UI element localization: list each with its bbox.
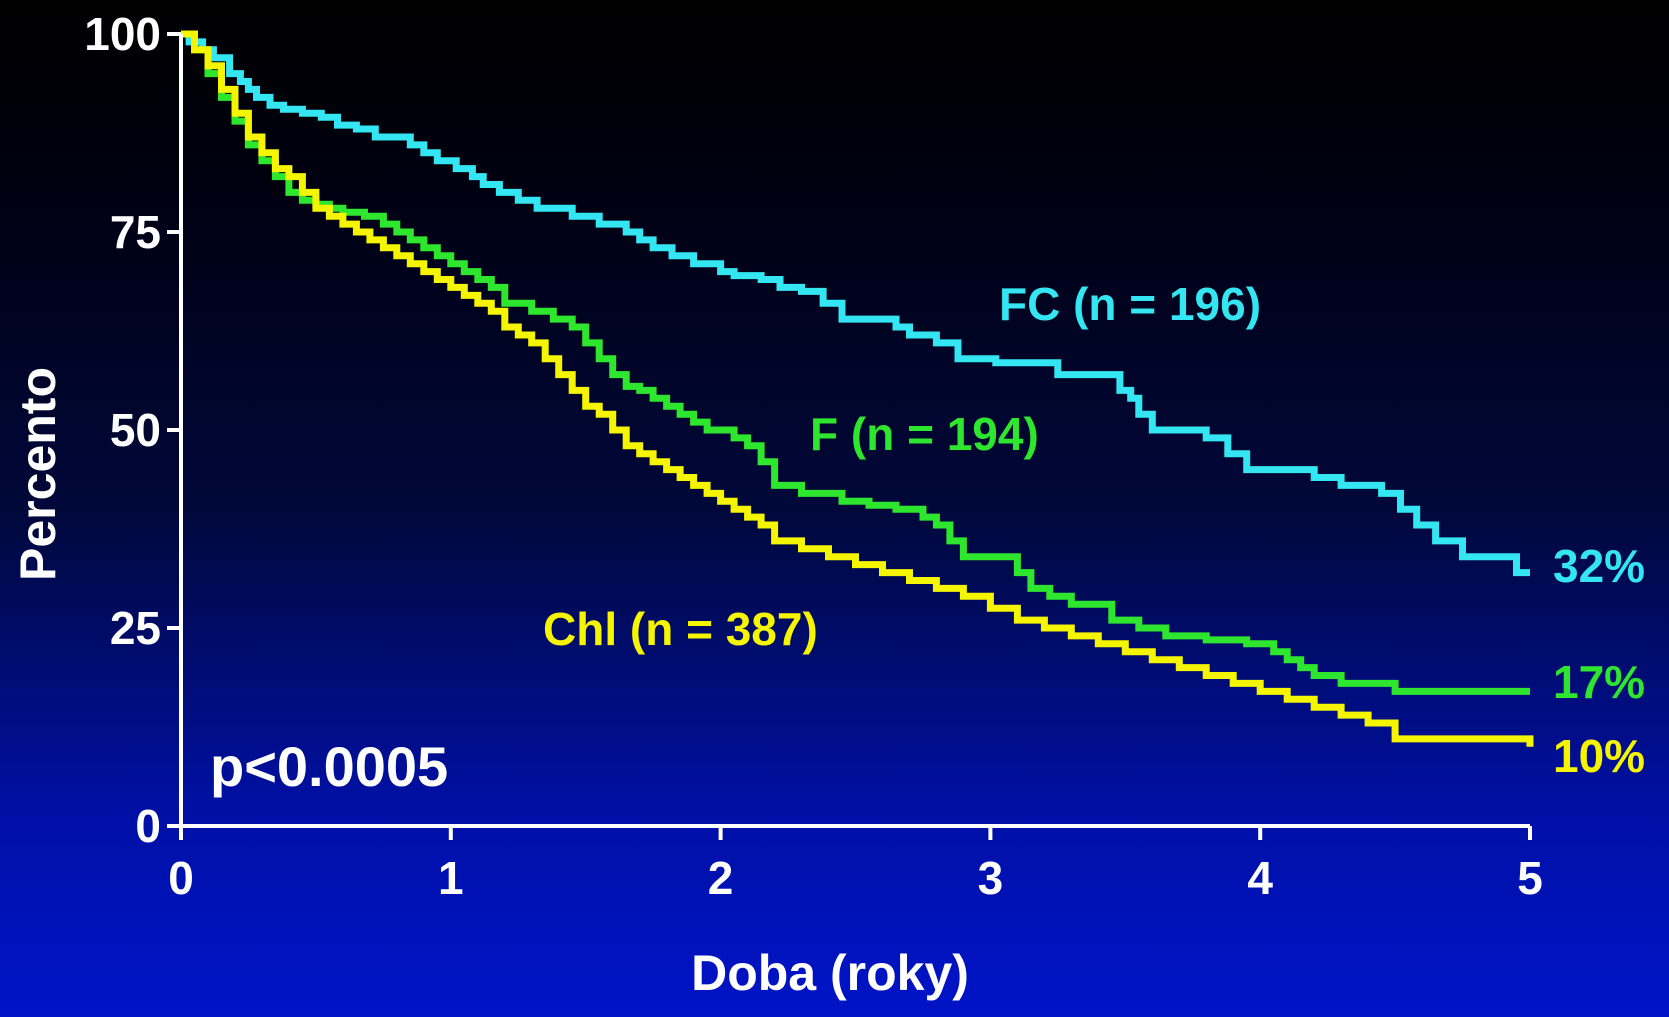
- y-tick-label: 100: [84, 8, 161, 60]
- x-tick-label: 3: [978, 852, 1004, 904]
- fc-survival-curve: [181, 30, 1530, 577]
- x-tick-label: 0: [168, 852, 194, 904]
- y-axis-title: Percento: [10, 367, 66, 581]
- series-curves: [181, 30, 1534, 747]
- x-tick-label: 5: [1517, 852, 1543, 904]
- series-label-f: F (n = 194): [810, 408, 1039, 460]
- end-label-chl: 10%: [1553, 730, 1645, 782]
- y-tick-label: 25: [110, 602, 161, 654]
- f-survival-curve: [181, 30, 1530, 695]
- end-label-fc: 32%: [1553, 540, 1645, 592]
- end-label-f: 17%: [1553, 656, 1645, 708]
- y-axis-ticks: 0 25 50 75 100: [84, 8, 181, 852]
- x-tick-label: 4: [1247, 852, 1273, 904]
- y-tick-label: 0: [135, 800, 161, 852]
- chl-survival-curve: [181, 30, 1534, 747]
- series-label-chl: Chl (n = 387): [543, 603, 818, 655]
- p-value-annotation: p<0.0005: [210, 735, 448, 798]
- y-tick-label: 75: [110, 206, 161, 258]
- x-axis-title: Doba (roky): [691, 945, 969, 1001]
- series-label-fc: FC (n = 196): [999, 278, 1261, 330]
- x-tick-label: 2: [708, 852, 734, 904]
- x-tick-label: 1: [438, 852, 464, 904]
- x-axis-ticks: 0 1 2 3 4 5: [168, 826, 1543, 904]
- y-tick-label: 50: [110, 404, 161, 456]
